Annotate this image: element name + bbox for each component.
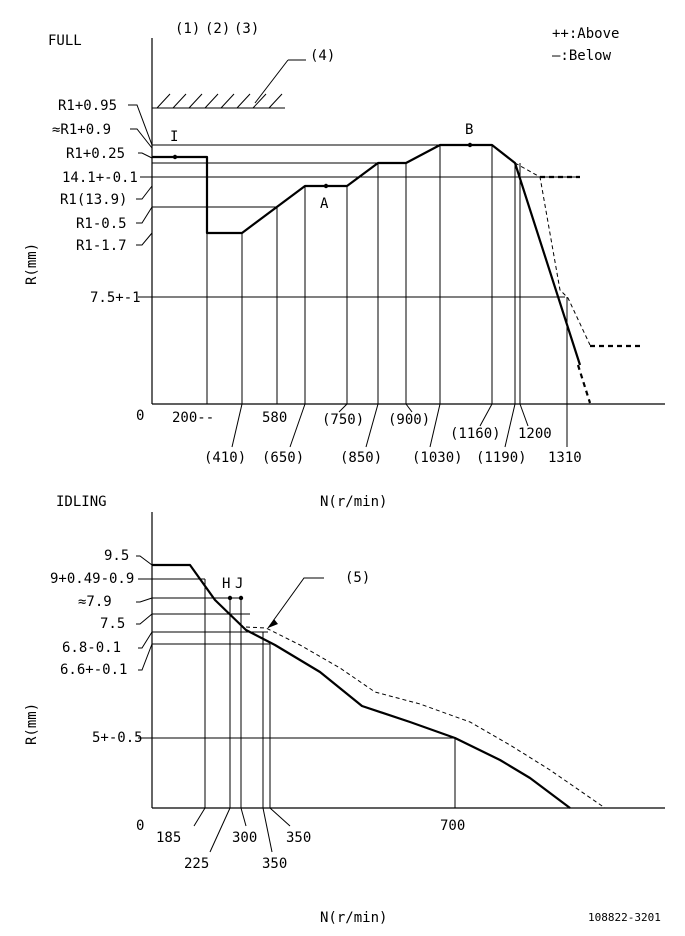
idling-x-tick-label: 700 [440,818,465,834]
full-origin-label: 0 [136,408,144,424]
header-label-1: (1) [175,21,200,37]
full-x-ticks: 200-- 580 (750) (900) (1160) 1200 (410) … [172,403,582,466]
header-label-3: (3) [234,21,259,37]
full-x-tick-label: 1310 [548,450,582,466]
header-label-2: (2) [205,21,230,37]
idling-v-reference-lines [204,579,456,808]
point-label-a: A [320,196,329,212]
full-x-tick-label: (850) [340,450,382,466]
full-h-reference-lines [152,144,580,298]
full-y-tick-label: R1(13.9) [60,192,127,208]
full-x-tick-label: (410) [204,450,246,466]
idling-y-tick-label: 9.5 [104,548,129,564]
idling-x-ticks: 185 300 350 700 225 350 [156,807,465,872]
idling-callout: (5) [267,570,370,629]
idling-h-reference-lines [152,578,455,739]
callout-label: (5) [345,570,370,586]
drawing-code: 108822-3201 [588,911,661,924]
idling-x-tick-label: 350 [262,856,287,872]
idling-y-tick-label: 6.8-0.1 [62,640,121,656]
idling-chart-title: IDLING [56,494,107,510]
stop-hatch: (4) [152,48,335,109]
stop-label: (4) [310,48,335,64]
full-y-tick-label: 7.5+-1 [90,290,141,306]
idling-above-dashed [245,626,606,809]
full-above-dashed [514,162,591,346]
full-y-tick-label: R1+0.25 [66,146,125,162]
point-label-i: I [170,129,178,145]
idling-x-tick-label: 300 [232,830,257,846]
idling-y-axis-label: R(mm) [24,703,40,745]
idling-point-markers: H J [222,576,243,601]
idling-chart: IDLING 0 R(mm) 9.5 9+0.49-0.9 ≈7.9 7.5 6… [24,494,665,926]
full-x-tick-label: (1160) [450,426,501,442]
full-x-tick-label: (750) [322,412,364,428]
idling-y-ticks: 9.5 9+0.49-0.9 ≈7.9 7.5 6.8-0.1 6.6+-0.1… [50,548,153,746]
point-label-h: H [222,576,230,592]
full-x-tick-label: (650) [262,450,304,466]
idling-y-tick-label: 5+-0.5 [92,730,143,746]
idling-x-axis-label: N(r/min) [320,910,387,926]
legend-above: ++:Above [552,26,619,42]
full-x-tick-label: (900) [388,412,430,428]
full-x-tick-label: 580 [262,410,287,426]
idling-y-tick-label: 6.6+-0.1 [60,662,127,678]
full-x-axis-label: N(r/min) [320,494,387,510]
idling-main-curve [152,563,571,809]
full-x-tick-label: 1200 [518,426,552,442]
idling-y-tick-label: 9+0.49-0.9 [50,571,134,587]
full-v-reference-lines [206,145,568,404]
full-y-ticks: R1+0.95 ≈R1+0.9 R1+0.25 14.1+-0.1 R1(13.… [52,98,153,306]
full-y-tick-label: R1-1.7 [76,238,127,254]
idling-x-tick-label: 225 [184,856,209,872]
full-x-tick-label: (1030) [412,450,463,466]
full-y-tick-label: 14.1+-0.1 [62,170,138,186]
full-point-markers: I A B [170,122,473,212]
full-curve-tail [576,364,592,404]
full-y-axis-label: R(mm) [24,243,40,285]
idling-x-tick-label: 350 [286,830,311,846]
full-y-tick-label: ≈R1+0.9 [52,122,111,138]
idling-origin-label: 0 [136,818,144,834]
legend-below: —:Below [552,48,612,64]
full-chart-title: FULL [48,33,82,49]
point-label-j: J [235,576,243,592]
full-y-tick-label: R1-0.5 [76,216,127,232]
idling-y-tick-label: ≈7.9 [78,594,112,610]
point-label-b: B [465,122,473,138]
full-y-tick-label: R1+0.95 [58,98,117,114]
full-x-tick-label: (1190) [476,450,527,466]
full-chart: FULL (1) (2) (3) ++:Above —:Below (4) 0 … [24,21,665,510]
idling-y-tick-label: 7.5 [100,616,125,632]
idling-x-tick-label: 185 [156,830,181,846]
full-x-tick-label: 200-- [172,410,214,426]
full-main-curve [152,143,582,366]
